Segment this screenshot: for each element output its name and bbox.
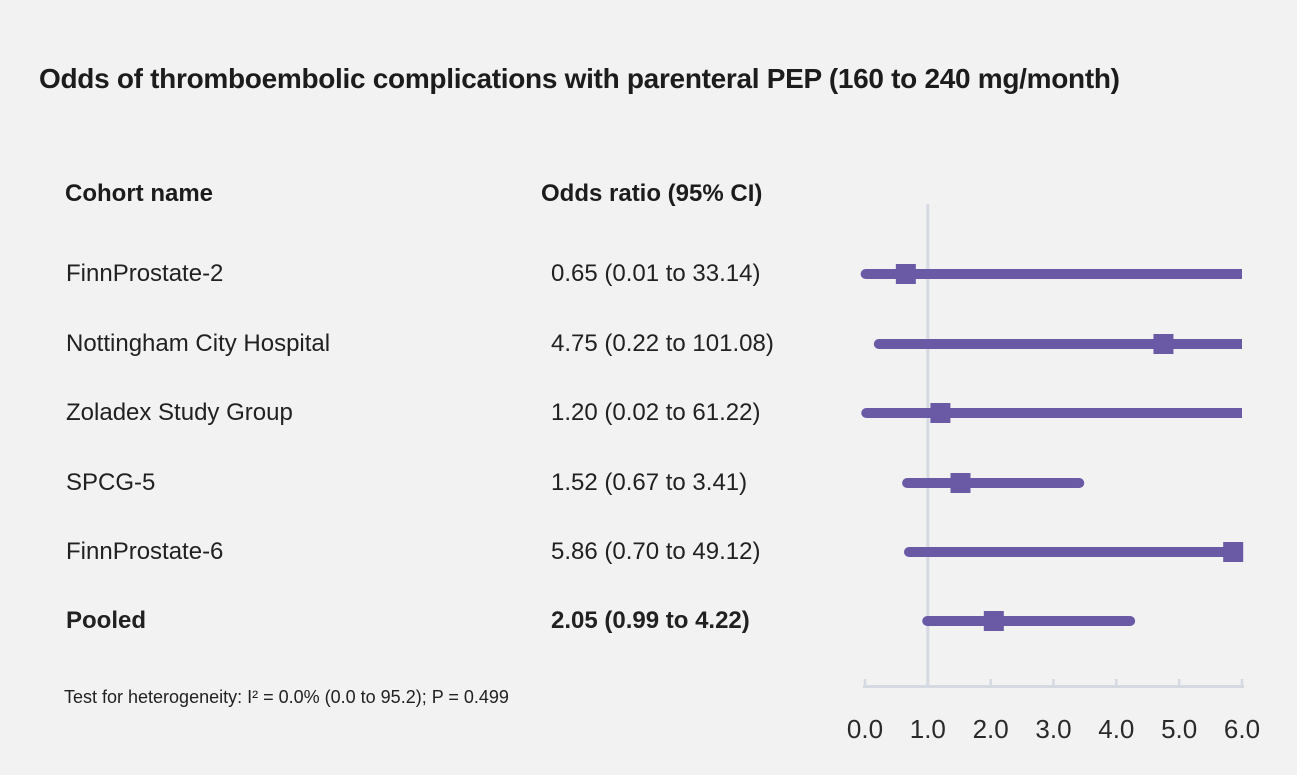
axis-tick-label: 6.0: [1224, 714, 1260, 744]
or-marker: [930, 403, 951, 423]
column-header-odds-ratio: Odds ratio (95% CI): [541, 180, 763, 207]
odds-ratio-value: 1.20 (0.02 to 61.22): [551, 399, 761, 426]
axis-tick-label: 1.0: [910, 714, 946, 744]
heterogeneity-note: Test for heterogeneity: I² = 0.0% (0.0 t…: [64, 687, 509, 707]
column-header-cohort-name: Cohort name: [65, 180, 214, 207]
cohort-row: Nottingham City Hospital 4.75 (0.22 to 10…: [0, 327, 860, 361]
axis-tick-label: 4.0: [1098, 714, 1134, 744]
chart-title: Odds of thromboembolic complications wit…: [39, 63, 1120, 94]
odds-ratio-value: 4.75 (0.22 to 101.08): [551, 330, 774, 357]
cohort-name: FinnProstate-2: [66, 260, 224, 287]
or-marker: [895, 264, 916, 284]
cohort-row: Zoladex Study Group 1.20 (0.02 to 61.22): [0, 396, 860, 430]
axis-tick-label: 2.0: [973, 714, 1009, 744]
or-marker: [1223, 542, 1244, 562]
cohort-name: Nottingham City Hospital: [66, 330, 331, 357]
axis-tick-label: 3.0: [1035, 714, 1071, 744]
odds-ratio-value: 2.05 (0.99 to 4.22): [551, 607, 750, 634]
odds-ratio-value: 1.52 (0.67 to 3.41): [551, 469, 748, 496]
or-marker: [1153, 334, 1174, 354]
cohort-row: Pooled 2.05 (0.99 to 4.22): [0, 604, 860, 638]
cohort-name: SPCG-5: [66, 469, 156, 496]
odds-ratio-value: 0.65 (0.01 to 33.14): [551, 260, 761, 287]
axis-tick-label: 5.0: [1161, 714, 1197, 744]
cohort-row: SPCG-5 1.52 (0.67 to 3.41): [0, 466, 860, 500]
cohort-row: FinnProstate-6 5.86 (0.70 to 49.12): [0, 535, 860, 569]
cohort-name: FinnProstate-6: [66, 538, 224, 565]
cohort-name: Pooled: [66, 607, 147, 634]
cohort-name: Zoladex Study Group: [66, 399, 293, 426]
or-marker: [950, 473, 971, 493]
or-marker: [983, 611, 1004, 631]
cohort-row: FinnProstate-2 0.65 (0.01 to 33.14): [0, 257, 860, 291]
odds-ratio-value: 5.86 (0.70 to 49.12): [551, 538, 761, 565]
axis-tick-label: 0.0: [847, 714, 883, 744]
